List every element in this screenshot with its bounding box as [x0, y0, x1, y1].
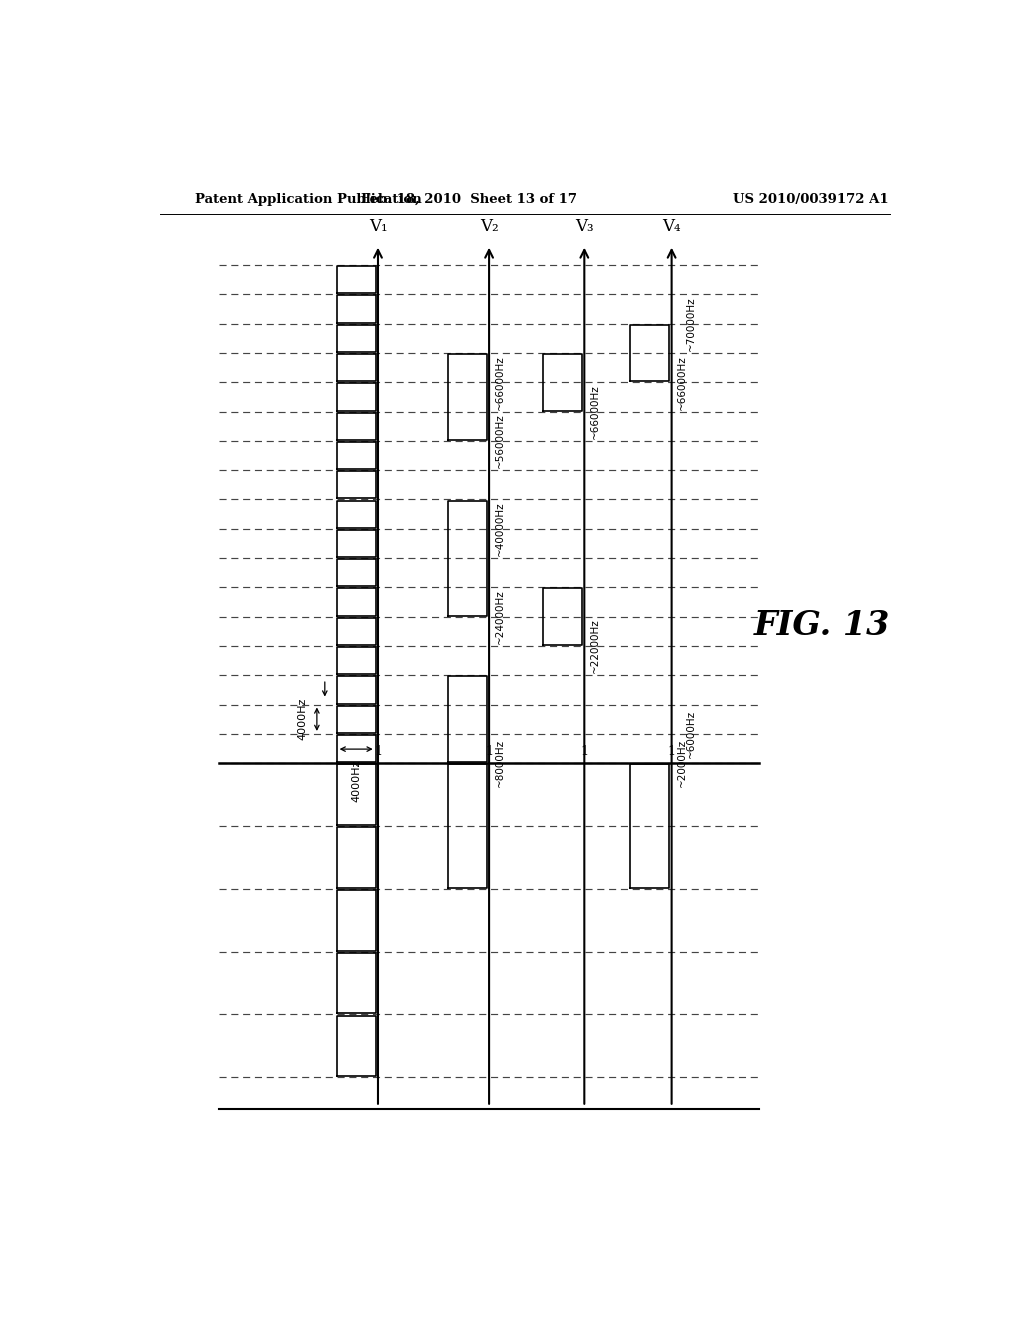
Text: ~22000Hz: ~22000Hz	[590, 619, 600, 673]
Text: ~40000Hz: ~40000Hz	[495, 502, 505, 556]
Text: V₄: V₄	[663, 218, 681, 235]
Text: 1: 1	[374, 744, 382, 758]
Text: V₃: V₃	[575, 218, 594, 235]
Text: 4000Hz: 4000Hz	[298, 698, 307, 741]
Text: FIG. 13: FIG. 13	[755, 610, 891, 643]
Text: ~56000Hz: ~56000Hz	[495, 413, 505, 469]
Text: ~2000Hz: ~2000Hz	[677, 739, 687, 787]
Text: ~8000Hz: ~8000Hz	[495, 739, 505, 787]
Text: 1: 1	[668, 744, 676, 758]
Text: 4000Hz: 4000Hz	[351, 759, 361, 801]
Text: ~66000Hz: ~66000Hz	[495, 355, 505, 409]
Text: Feb. 18, 2010  Sheet 13 of 17: Feb. 18, 2010 Sheet 13 of 17	[361, 193, 578, 206]
Text: ~70000Hz: ~70000Hz	[686, 297, 696, 351]
Text: US 2010/0039172 A1: US 2010/0039172 A1	[733, 193, 888, 206]
Text: V₁: V₁	[369, 218, 387, 235]
Text: Patent Application Publication: Patent Application Publication	[196, 193, 422, 206]
Text: 1: 1	[485, 744, 494, 758]
Text: ~6000Hz: ~6000Hz	[686, 710, 696, 758]
Text: V₂: V₂	[480, 218, 499, 235]
Text: 1: 1	[581, 744, 589, 758]
Text: ~66000Hz: ~66000Hz	[590, 384, 600, 440]
Text: ~24000Hz: ~24000Hz	[495, 589, 505, 644]
Text: ~66000Hz: ~66000Hz	[677, 355, 687, 409]
